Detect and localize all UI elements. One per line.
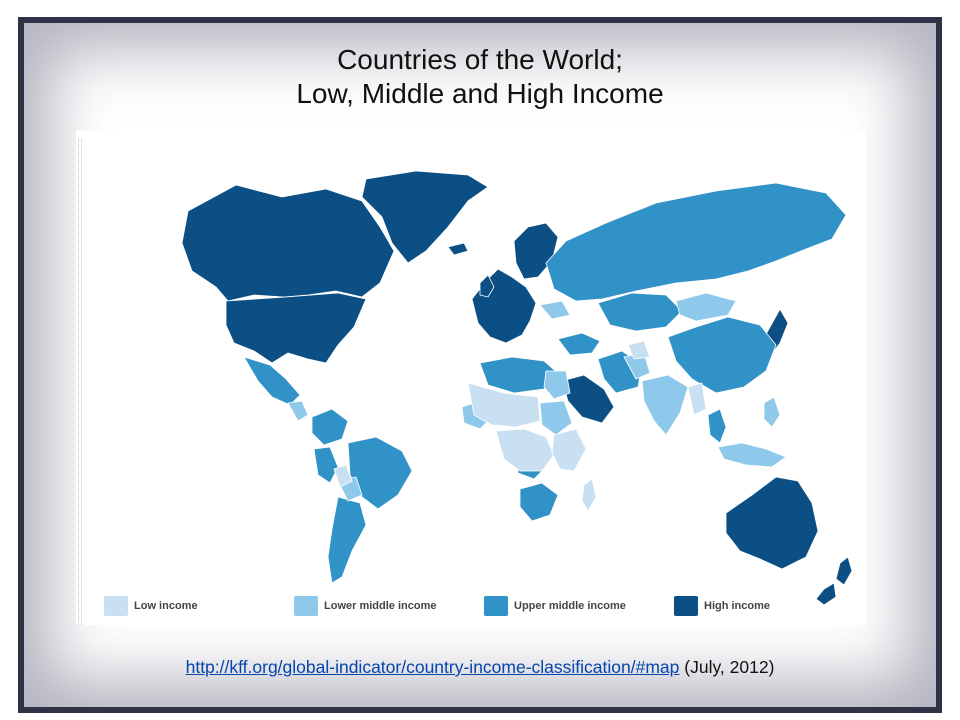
region-philippines <box>763 396 781 428</box>
region-turkey <box>557 332 601 356</box>
region-sahel <box>467 382 541 428</box>
source-link[interactable]: http://kff.org/global-indicator/country-… <box>185 657 680 677</box>
region-russia <box>545 182 847 302</box>
region-madagascar <box>581 478 597 512</box>
region-egypt <box>543 370 571 400</box>
dotted-rule <box>78 139 82 625</box>
legend-label: Upper middle income <box>514 600 626 612</box>
region-thailand <box>707 408 727 444</box>
region-ukraine <box>539 300 571 320</box>
region-afghanistan <box>627 340 651 360</box>
source-date: (July, 2012) <box>684 657 775 677</box>
region-new-zealand <box>835 556 853 586</box>
legend-item-lower-middle: Lower middle income <box>294 595 436 617</box>
region-western-europe <box>471 268 537 344</box>
region-canada <box>181 184 395 302</box>
region-mongolia <box>675 292 737 322</box>
region-south-africa <box>519 482 559 522</box>
region-indonesia <box>717 442 787 468</box>
legend-swatch-low <box>104 596 128 616</box>
region-china <box>667 316 777 394</box>
region-australia <box>725 476 819 570</box>
region-india <box>641 374 689 436</box>
region-central-america <box>287 400 309 422</box>
region-colombia <box>311 408 349 446</box>
legend-item-upper-middle: Upper middle income <box>484 595 626 617</box>
region-uk <box>479 274 495 298</box>
world-map-panel <box>76 131 866 625</box>
region-peru <box>313 446 339 484</box>
legend-label: Lower middle income <box>324 600 437 612</box>
region-usa <box>225 292 367 364</box>
region-new-zealand-south <box>815 582 837 606</box>
legend-item-low: Low income <box>104 595 198 617</box>
legend-swatch-high <box>674 596 698 616</box>
title-line-1: Countries of the World; <box>337 44 623 75</box>
map-legend: Low income Lower middle income Upper mid… <box>104 595 824 619</box>
region-saudi-arabia <box>561 374 615 424</box>
source-citation: http://kff.org/global-indicator/country-… <box>24 657 936 678</box>
region-greenland <box>361 170 489 264</box>
region-iceland <box>447 242 469 256</box>
region-sudan <box>539 400 573 436</box>
region-myanmar <box>687 382 707 416</box>
slide-frame: Countries of the World; Low, Middle and … <box>18 17 942 713</box>
region-brazil <box>347 436 413 510</box>
region-south-america-low <box>333 464 353 488</box>
region-mexico <box>243 356 301 406</box>
legend-swatch-upper-middle <box>484 596 508 616</box>
legend-label: High income <box>704 600 771 612</box>
world-income-map <box>181 170 853 606</box>
region-east-africa <box>551 428 587 472</box>
title-line-2: Low, Middle and High Income <box>296 78 664 109</box>
legend-swatch-lower-middle <box>294 596 318 616</box>
legend-label: Low income <box>134 600 198 612</box>
legend-item-high: High income <box>674 595 770 617</box>
region-argentina <box>327 496 367 584</box>
slide-title: Countries of the World; Low, Middle and … <box>24 43 936 111</box>
region-central-africa <box>495 428 555 472</box>
region-kazakhstan <box>597 292 683 332</box>
